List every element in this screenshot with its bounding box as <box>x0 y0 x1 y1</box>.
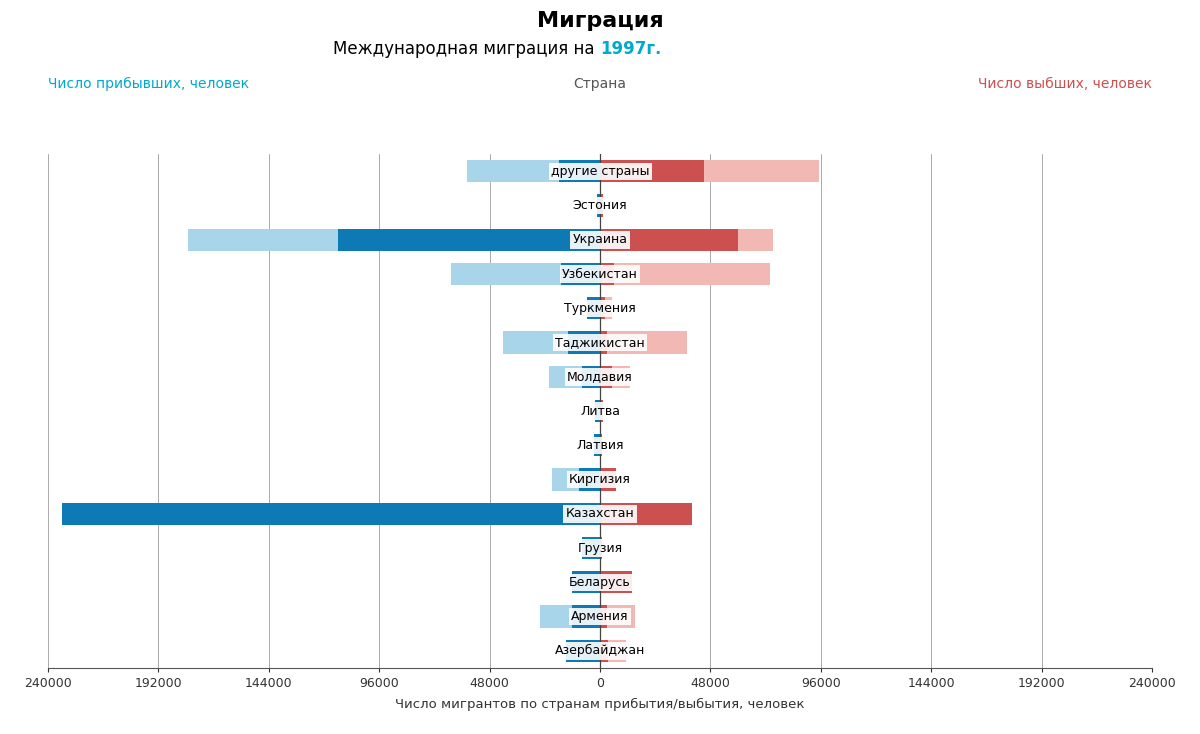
Bar <box>600 400 604 422</box>
Bar <box>596 195 600 217</box>
Bar <box>600 195 604 217</box>
Bar <box>600 400 604 422</box>
Text: Беларусь: Беларусь <box>569 575 631 589</box>
Bar <box>559 160 600 183</box>
Bar <box>572 571 600 593</box>
Bar <box>504 331 600 354</box>
Bar <box>572 571 600 593</box>
Text: Миграция: Миграция <box>536 11 664 31</box>
Text: Казахстан: Казахстан <box>565 507 635 520</box>
Bar <box>600 571 632 593</box>
Text: Международная миграция на: Международная миграция на <box>334 40 600 59</box>
Bar <box>338 229 600 251</box>
Bar <box>600 639 626 662</box>
Bar <box>600 503 692 525</box>
Text: Туркмения: Туркмения <box>564 302 636 315</box>
Text: Молдавия: Молдавия <box>568 370 632 383</box>
Bar <box>600 606 635 628</box>
Bar <box>596 195 600 217</box>
Text: Грузия: Грузия <box>577 542 623 555</box>
Text: Латвия: Латвия <box>576 439 624 452</box>
Text: Международная миграция на 1997г.: Международная миграция на 1997г. <box>438 40 762 59</box>
Bar <box>600 263 613 285</box>
Bar <box>600 366 612 388</box>
Bar <box>600 229 773 251</box>
Bar <box>594 435 600 457</box>
Bar <box>600 297 605 319</box>
Text: 1997г.: 1997г. <box>600 40 661 59</box>
Bar <box>568 331 600 354</box>
Bar <box>188 229 600 251</box>
Text: Число прибывших, человек: Число прибывших, человек <box>48 77 250 91</box>
Bar <box>552 468 600 491</box>
Bar <box>565 639 600 662</box>
Bar <box>600 468 616 491</box>
Bar <box>600 537 602 559</box>
Bar <box>594 435 600 457</box>
Text: Таджикистан: Таджикистан <box>556 336 644 349</box>
Bar <box>61 503 600 525</box>
X-axis label: Число мигрантов по странам прибытия/выбытия, человек: Число мигрантов по странам прибытия/выбы… <box>395 698 805 711</box>
Bar <box>580 468 600 491</box>
Bar <box>450 263 600 285</box>
Bar <box>560 263 600 285</box>
Bar <box>600 331 607 354</box>
Bar <box>467 160 600 183</box>
Text: Страна: Страна <box>574 77 626 91</box>
Bar <box>600 331 688 354</box>
Text: Армения: Армения <box>571 610 629 623</box>
Bar <box>572 606 600 628</box>
Bar <box>600 537 602 559</box>
Bar <box>595 400 600 422</box>
Bar <box>582 537 600 559</box>
Bar <box>582 537 600 559</box>
Bar <box>600 435 602 457</box>
Bar <box>600 435 602 457</box>
Text: Число выбших, человек: Число выбших, человек <box>978 77 1152 91</box>
Bar <box>587 297 600 319</box>
Bar <box>550 366 600 388</box>
Text: Литва: Литва <box>580 404 620 418</box>
Bar <box>600 160 703 183</box>
Text: другие страны: другие страны <box>551 164 649 178</box>
Bar <box>600 160 818 183</box>
Bar <box>600 229 738 251</box>
Bar <box>540 606 600 628</box>
Text: Украина: Украина <box>572 233 628 247</box>
Bar <box>600 503 692 525</box>
Bar <box>600 366 630 388</box>
Bar <box>600 468 616 491</box>
Bar <box>600 639 608 662</box>
Bar <box>600 571 632 593</box>
Bar <box>61 503 600 525</box>
Bar <box>600 606 607 628</box>
Bar <box>595 400 600 422</box>
Text: Киргизия: Киргизия <box>569 473 631 486</box>
Bar <box>565 639 600 662</box>
Bar <box>582 366 600 388</box>
Bar <box>600 263 770 285</box>
Bar <box>600 297 612 319</box>
Text: Узбекистан: Узбекистан <box>562 267 638 280</box>
Text: Азербайджан: Азербайджан <box>554 644 646 658</box>
Text: Эстония: Эстония <box>572 199 628 212</box>
Bar <box>600 195 604 217</box>
Bar <box>587 297 600 319</box>
